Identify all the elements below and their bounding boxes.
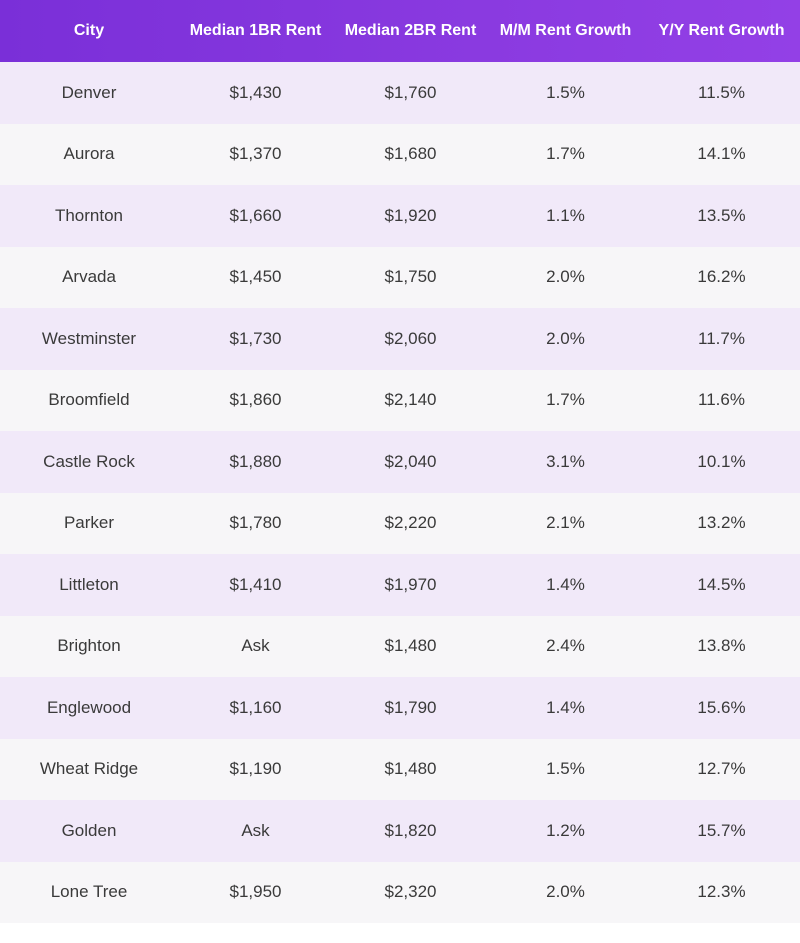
- table-row: Golden Ask $1,820 1.2% 15.7%: [0, 800, 800, 862]
- cell-median-1br-rent: Ask: [241, 820, 270, 840]
- cell-city: Broomfield: [48, 390, 130, 410]
- cell-mm-rent-growth: 1.4%: [546, 697, 585, 717]
- cell-median-2br-rent: $1,480: [384, 759, 437, 779]
- cell-yy-rent-growth: 14.5%: [697, 574, 746, 594]
- cell-mm-rent-growth: 2.0%: [546, 882, 585, 902]
- header-yy-rent-growth: Y/Y Rent Growth: [658, 22, 785, 39]
- cell-median-2br-rent: $2,060: [384, 328, 437, 348]
- cell-mm-rent-growth: 1.7%: [546, 390, 585, 410]
- cell-mm-rent-growth: 2.1%: [546, 513, 585, 533]
- cell-city: Englewood: [46, 697, 132, 717]
- cell-yy-rent-growth: 14.1%: [697, 144, 746, 164]
- cell-mm-rent-growth: 2.0%: [546, 328, 585, 348]
- cell-median-1br-rent: $1,860: [229, 390, 282, 410]
- table-header: City Median 1BR Rent Median 2BR Rent M/M…: [0, 0, 800, 62]
- table-row: Lone Tree $1,950 $2,320 2.0% 12.3%: [0, 861, 800, 923]
- cell-yy-rent-growth: 15.6%: [697, 697, 746, 717]
- cell-city: Thornton: [54, 205, 124, 225]
- cell-city: Westminster: [41, 328, 137, 348]
- cell-city: Golden: [61, 820, 117, 840]
- table-row: Denver $1,430 $1,760 1.5% 11.5%: [0, 62, 800, 124]
- cell-median-2br-rent: $1,920: [384, 205, 437, 225]
- table-row: Castle Rock $1,880 $2,040 3.1% 10.1%: [0, 431, 800, 493]
- table-body: Denver $1,430 $1,760 1.5% 11.5% Aurora $1,370 $…: [0, 62, 800, 923]
- cell-median-1br-rent: $1,160: [229, 697, 282, 717]
- table-row: Parker $1,780 $2,220 2.1% 13.2%: [0, 492, 800, 554]
- cell-mm-rent-growth: 1.7%: [546, 144, 585, 164]
- cell-mm-rent-growth: 2.4%: [546, 636, 585, 656]
- cell-mm-rent-growth: 1.5%: [546, 759, 585, 779]
- cell-city: Parker: [63, 513, 115, 533]
- cell-median-2br-rent: $2,140: [384, 390, 437, 410]
- cell-yy-rent-growth: 12.3%: [697, 882, 746, 902]
- cell-median-2br-rent: $2,320: [384, 882, 437, 902]
- cell-city: Brighton: [57, 636, 121, 656]
- cell-city: Castle Rock: [43, 451, 135, 471]
- cell-city: Littleton: [59, 574, 119, 594]
- cell-city: Lone Tree: [50, 882, 128, 902]
- cell-yy-rent-growth: 11.5%: [698, 82, 745, 102]
- table-row: Broomfield $1,860 $2,140 1.7% 11.6%: [0, 369, 800, 431]
- table-row: Thornton $1,660 $1,920 1.1% 13.5%: [0, 185, 800, 247]
- cell-median-1br-rent: $1,450: [229, 267, 282, 287]
- table-row: Aurora $1,370 $1,680 1.7% 14.1%: [0, 123, 800, 185]
- cell-median-2br-rent: $1,760: [384, 82, 437, 102]
- cell-yy-rent-growth: 11.7%: [698, 328, 745, 348]
- cell-yy-rent-growth: 15.7%: [697, 820, 746, 840]
- header-row: City Median 1BR Rent Median 2BR Rent M/M…: [0, 0, 800, 62]
- cell-median-2br-rent: $1,480: [384, 636, 437, 656]
- cell-median-1br-rent: $1,370: [229, 144, 282, 164]
- cell-mm-rent-growth: 1.5%: [546, 82, 585, 102]
- cell-mm-rent-growth: 3.1%: [546, 451, 585, 471]
- cell-median-2br-rent: $2,220: [384, 513, 437, 533]
- cell-median-1br-rent: $1,430: [229, 82, 282, 102]
- table-row: Englewood $1,160 $1,790 1.4% 15.6%: [0, 677, 800, 739]
- header-median-1br-rent: Median 1BR Rent: [189, 22, 322, 39]
- cell-mm-rent-growth: 2.0%: [546, 267, 585, 287]
- cell-city: Arvada: [62, 267, 116, 287]
- cell-median-2br-rent: $2,040: [384, 451, 437, 471]
- cell-median-2br-rent: $1,790: [384, 697, 437, 717]
- cell-mm-rent-growth: 1.4%: [546, 574, 585, 594]
- cell-yy-rent-growth: 13.5%: [697, 205, 746, 225]
- cell-yy-rent-growth: 10.1%: [697, 451, 746, 471]
- cell-median-1br-rent: $1,190: [229, 759, 282, 779]
- cell-yy-rent-growth: 16.2%: [697, 267, 746, 287]
- table-row: Wheat Ridge $1,190 $1,480 1.5% 12.7%: [0, 738, 800, 800]
- rent-table: City Median 1BR Rent Median 2BR Rent M/M…: [0, 0, 800, 923]
- cell-yy-rent-growth: 13.8%: [697, 636, 746, 656]
- cell-median-1br-rent: Ask: [241, 636, 270, 656]
- cell-median-1br-rent: $1,660: [229, 205, 282, 225]
- cell-median-1br-rent: $1,880: [229, 451, 282, 471]
- cell-median-1br-rent: $1,950: [229, 882, 282, 902]
- cell-city: Aurora: [63, 144, 115, 164]
- header-city: City: [73, 22, 105, 39]
- cell-median-2br-rent: $1,680: [384, 144, 437, 164]
- cell-mm-rent-growth: 1.2%: [546, 820, 585, 840]
- cell-city: Wheat Ridge: [39, 759, 139, 779]
- cell-yy-rent-growth: 11.6%: [698, 390, 745, 410]
- cell-median-2br-rent: $1,820: [384, 820, 437, 840]
- cell-mm-rent-growth: 1.1%: [546, 205, 585, 225]
- table-row: Brighton Ask $1,480 2.4% 13.8%: [0, 615, 800, 677]
- cell-yy-rent-growth: 13.2%: [697, 513, 746, 533]
- table-row: Westminster $1,730 $2,060 2.0% 11.7%: [0, 308, 800, 370]
- header-median-2br-rent: Median 2BR Rent: [344, 22, 477, 39]
- cell-yy-rent-growth: 12.7%: [697, 759, 746, 779]
- cell-median-2br-rent: $1,750: [384, 267, 437, 287]
- table-row: Arvada $1,450 $1,750 2.0% 16.2%: [0, 246, 800, 308]
- cell-median-2br-rent: $1,970: [384, 574, 437, 594]
- table-row: Littleton $1,410 $1,970 1.4% 14.5%: [0, 554, 800, 616]
- cell-median-1br-rent: $1,410: [229, 574, 282, 594]
- cell-median-1br-rent: $1,730: [229, 328, 282, 348]
- cell-city: Denver: [61, 82, 117, 102]
- header-mm-rent-growth: M/M Rent Growth: [499, 22, 632, 39]
- cell-median-1br-rent: $1,780: [229, 513, 282, 533]
